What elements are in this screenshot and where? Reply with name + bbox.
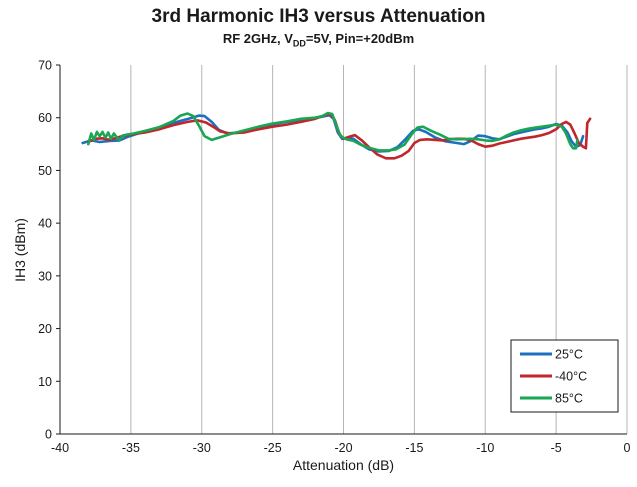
y-tick-label: 10	[38, 375, 52, 389]
legend-label: 25°C	[555, 348, 583, 362]
x-tick-label: -5	[551, 441, 562, 455]
x-axis-label: Attenuation (dB)	[293, 457, 394, 473]
grid-lines	[130, 65, 628, 434]
series-lines	[81, 111, 592, 160]
legend-label: 85°C	[555, 392, 583, 406]
series-line	[87, 112, 592, 160]
legend-label: -40°C	[555, 370, 587, 384]
series-line	[87, 111, 579, 152]
x-tick-label: -10	[476, 441, 494, 455]
series-line	[81, 113, 585, 153]
subtitle-suffix: =5V, Pin=+20dBm	[305, 31, 415, 46]
tick-labels: -40 -35 -30 -25 -20 -15 -10 -5 0 0 10 20 30 40 50 60 70	[38, 59, 630, 456]
x-tick-label: -25	[264, 441, 282, 455]
y-tick-label: 40	[38, 217, 52, 231]
subtitle-subscript: DD	[292, 38, 306, 49]
y-tick-label: 20	[38, 322, 52, 336]
y-axis-label: IH3 (dBm)	[12, 218, 28, 282]
subtitle-prefix: RF 2GHz, V	[222, 31, 293, 46]
x-tick-label: -40	[51, 441, 69, 455]
y-tick-label: 0	[45, 428, 52, 442]
y-tick-label: 50	[38, 164, 52, 178]
chart-subtitle: RF 2GHz, VDD=5V, Pin=+20dBm	[0, 31, 637, 49]
legend: 25°C -40°C 85°C	[510, 339, 619, 413]
y-tick-label: 70	[38, 59, 52, 73]
x-tick-label: -30	[193, 441, 211, 455]
x-tick-label: -15	[405, 441, 423, 455]
chart-title: 3rd Harmonic IH3 versus Attenuation	[151, 6, 486, 27]
x-tick-label: -20	[334, 441, 352, 455]
y-tick-label: 30	[38, 269, 52, 283]
x-tick-label: 0	[624, 441, 631, 455]
axes	[56, 64, 627, 435]
x-tick-label: -35	[122, 441, 140, 455]
y-tick-label: 60	[38, 111, 52, 125]
